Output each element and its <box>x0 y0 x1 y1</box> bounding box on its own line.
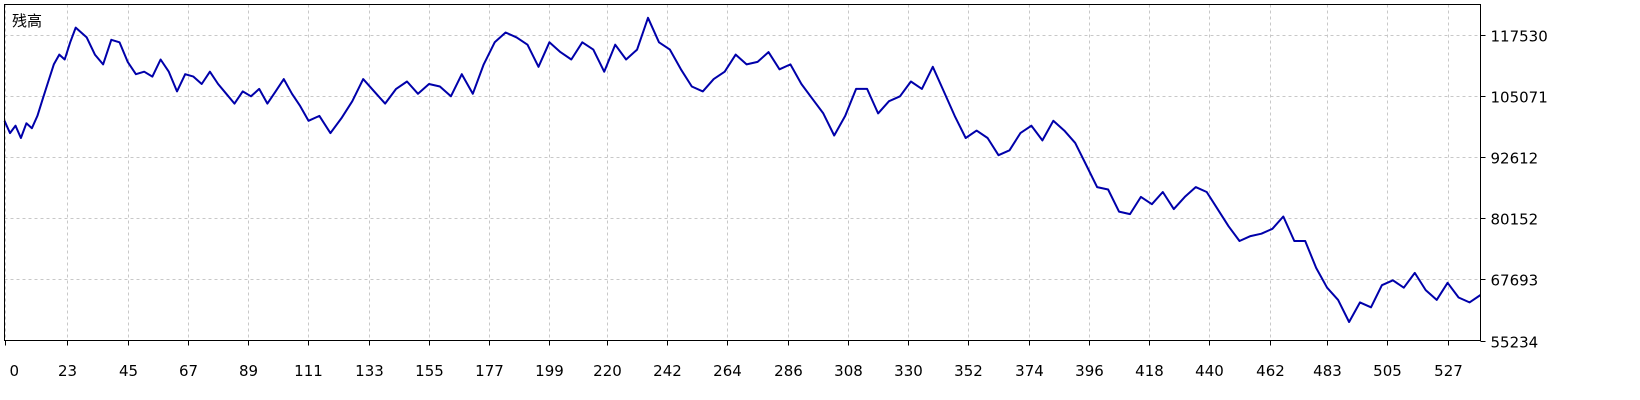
chart-title: 残高 <box>12 12 42 30</box>
y-tick-label: 67693 <box>1491 272 1539 290</box>
x-tick-label: 374 <box>1015 362 1044 380</box>
x-tick-label: 89 <box>239 362 258 380</box>
x-tick-label: 155 <box>415 362 444 380</box>
x-tick-label: 23 <box>58 362 77 380</box>
x-tick-label: 527 <box>1434 362 1463 380</box>
x-tick-label: 308 <box>834 362 863 380</box>
x-tick-label: 199 <box>535 362 564 380</box>
x-tick-label: 483 <box>1313 362 1342 380</box>
x-tick-label: 0 <box>10 362 20 380</box>
x-tick-label: 133 <box>355 362 384 380</box>
x-tick-label: 177 <box>475 362 504 380</box>
x-tick-label: 111 <box>294 362 323 380</box>
y-tick-label: 92612 <box>1491 150 1539 168</box>
series-layer <box>3 16 1482 323</box>
series-line <box>3 16 1482 323</box>
x-tick-label: 264 <box>713 362 742 380</box>
y-tick-label: 117530 <box>1491 28 1548 46</box>
x-tick-label: 462 <box>1256 362 1285 380</box>
y-axis: 55234 67693 80152 92612 105071 117530 <box>1480 28 1548 352</box>
x-tick-label: 352 <box>954 362 983 380</box>
x-tick-label: 242 <box>653 362 682 380</box>
x-tick-label: 67 <box>179 362 198 380</box>
y-tick-label: 55234 <box>1491 334 1539 352</box>
x-tick-label: 440 <box>1195 362 1224 380</box>
x-tick-label: 220 <box>593 362 622 380</box>
x-tick-label: 330 <box>894 362 923 380</box>
y-tick-label: 105071 <box>1491 89 1548 107</box>
x-tick-label: 45 <box>119 362 138 380</box>
x-tick-label: 418 <box>1135 362 1164 380</box>
y-tick-label: 80152 <box>1491 211 1539 229</box>
plot-frame <box>4 4 1481 341</box>
x-axis: 0 23 45 67 89 111 133 155 177 199 220 242 264 286 308 3… <box>5 340 1463 380</box>
x-tick-label: 396 <box>1075 362 1104 380</box>
x-tick-label: 286 <box>774 362 803 380</box>
x-tick-label: 505 <box>1373 362 1402 380</box>
